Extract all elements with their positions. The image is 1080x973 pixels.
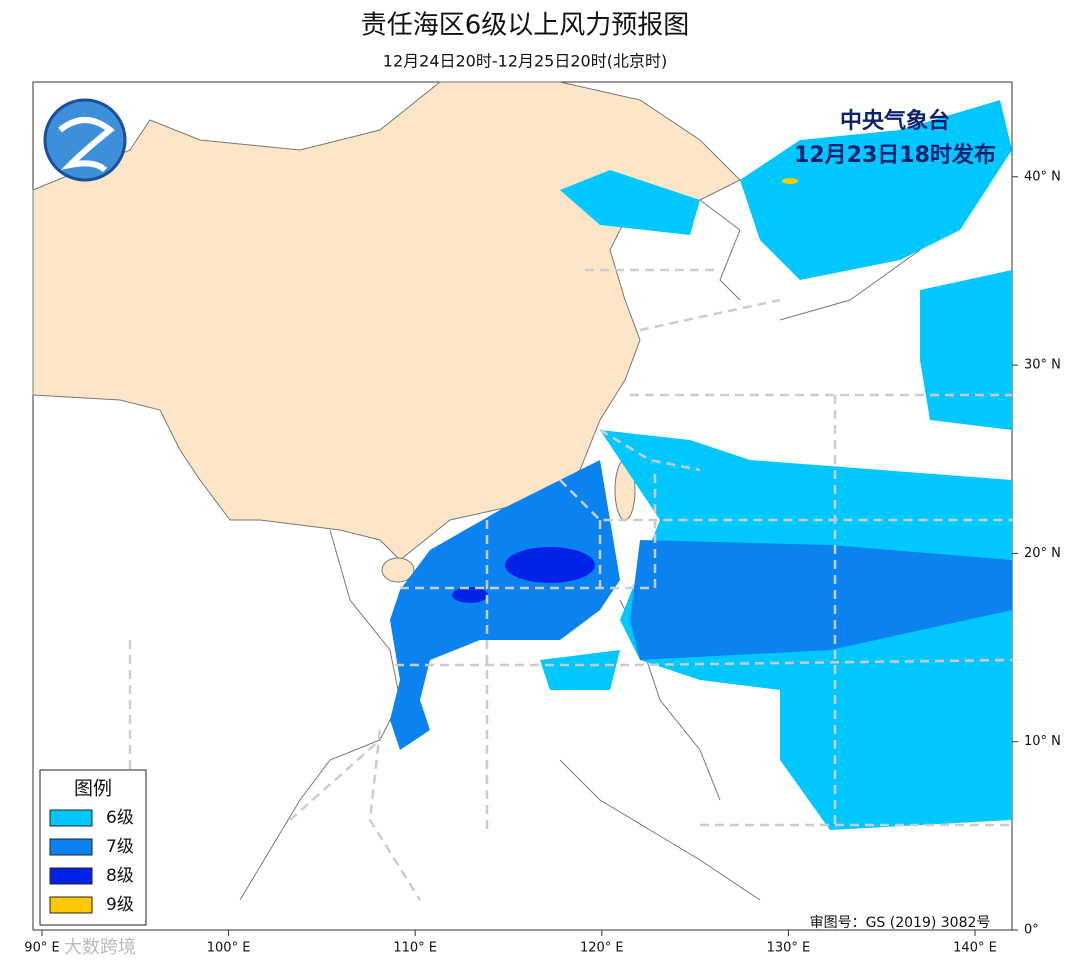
legend-swatch — [49, 838, 93, 856]
title: 责任海区6级以上风力预报图 — [361, 11, 690, 41]
lon-tick-label: 140° E — [953, 941, 997, 956]
lon-tick-label: 110° E — [393, 941, 437, 956]
wind-zones — [390, 100, 1012, 830]
logo-mark — [58, 117, 115, 173]
map-area: 中央气象台 12月23日18时发布 审图号：GS (2019) 3082号 图例… — [32, 81, 1013, 931]
legend-label: 7级 — [106, 837, 134, 857]
borneo-coast — [559, 759, 761, 901]
china-land — [32, 81, 741, 561]
approval-number: 审图号：GS (2019) 3082号 — [810, 915, 991, 931]
logo — [43, 98, 127, 182]
issuer-time: 12月23日18时发布 — [794, 142, 996, 168]
lon-tick-label: 120° E — [580, 941, 624, 956]
hainan — [381, 557, 415, 583]
legend-swatch — [49, 809, 93, 827]
subtitle: 12月24日20时-12月25日20时(北京时) — [383, 52, 667, 71]
lon-tick-label: 130° E — [767, 941, 811, 956]
wind-zone — [390, 460, 620, 750]
korea-coast — [699, 199, 741, 301]
wind-zone — [452, 587, 488, 603]
legend: 图例 6级 7级 8级 9级 — [39, 769, 147, 926]
watermark: 大数跨境 — [64, 937, 136, 958]
wind-zone — [560, 170, 700, 235]
lat-tick-label: 20° N — [1024, 546, 1061, 561]
legend-title: 图例 — [74, 778, 112, 800]
wind-zone — [920, 270, 1012, 430]
legend-label: 9级 — [106, 895, 134, 915]
lat-tick-label: 10° N — [1024, 734, 1061, 749]
lat-tick-label: 30° N — [1024, 358, 1061, 373]
wind-zone — [740, 100, 1012, 280]
wind-zone — [782, 178, 798, 184]
legend-label: 8级 — [106, 866, 134, 886]
wind-zone — [630, 540, 1012, 660]
lat-tick-label: 40° N — [1024, 169, 1061, 184]
sea-zone-boundary — [128, 268, 1013, 901]
legend-swatch — [49, 867, 93, 885]
lon-tick-label: 100° E — [207, 941, 251, 956]
wind-zone — [505, 547, 595, 583]
lon-tick-label: 90° E — [24, 941, 59, 956]
issuer-name: 中央气象台 — [840, 108, 950, 134]
wind-zone — [540, 650, 620, 690]
legend-swatch — [49, 896, 93, 914]
lat-tick-label: 0° — [1024, 923, 1039, 938]
legend-label: 6级 — [106, 808, 134, 828]
